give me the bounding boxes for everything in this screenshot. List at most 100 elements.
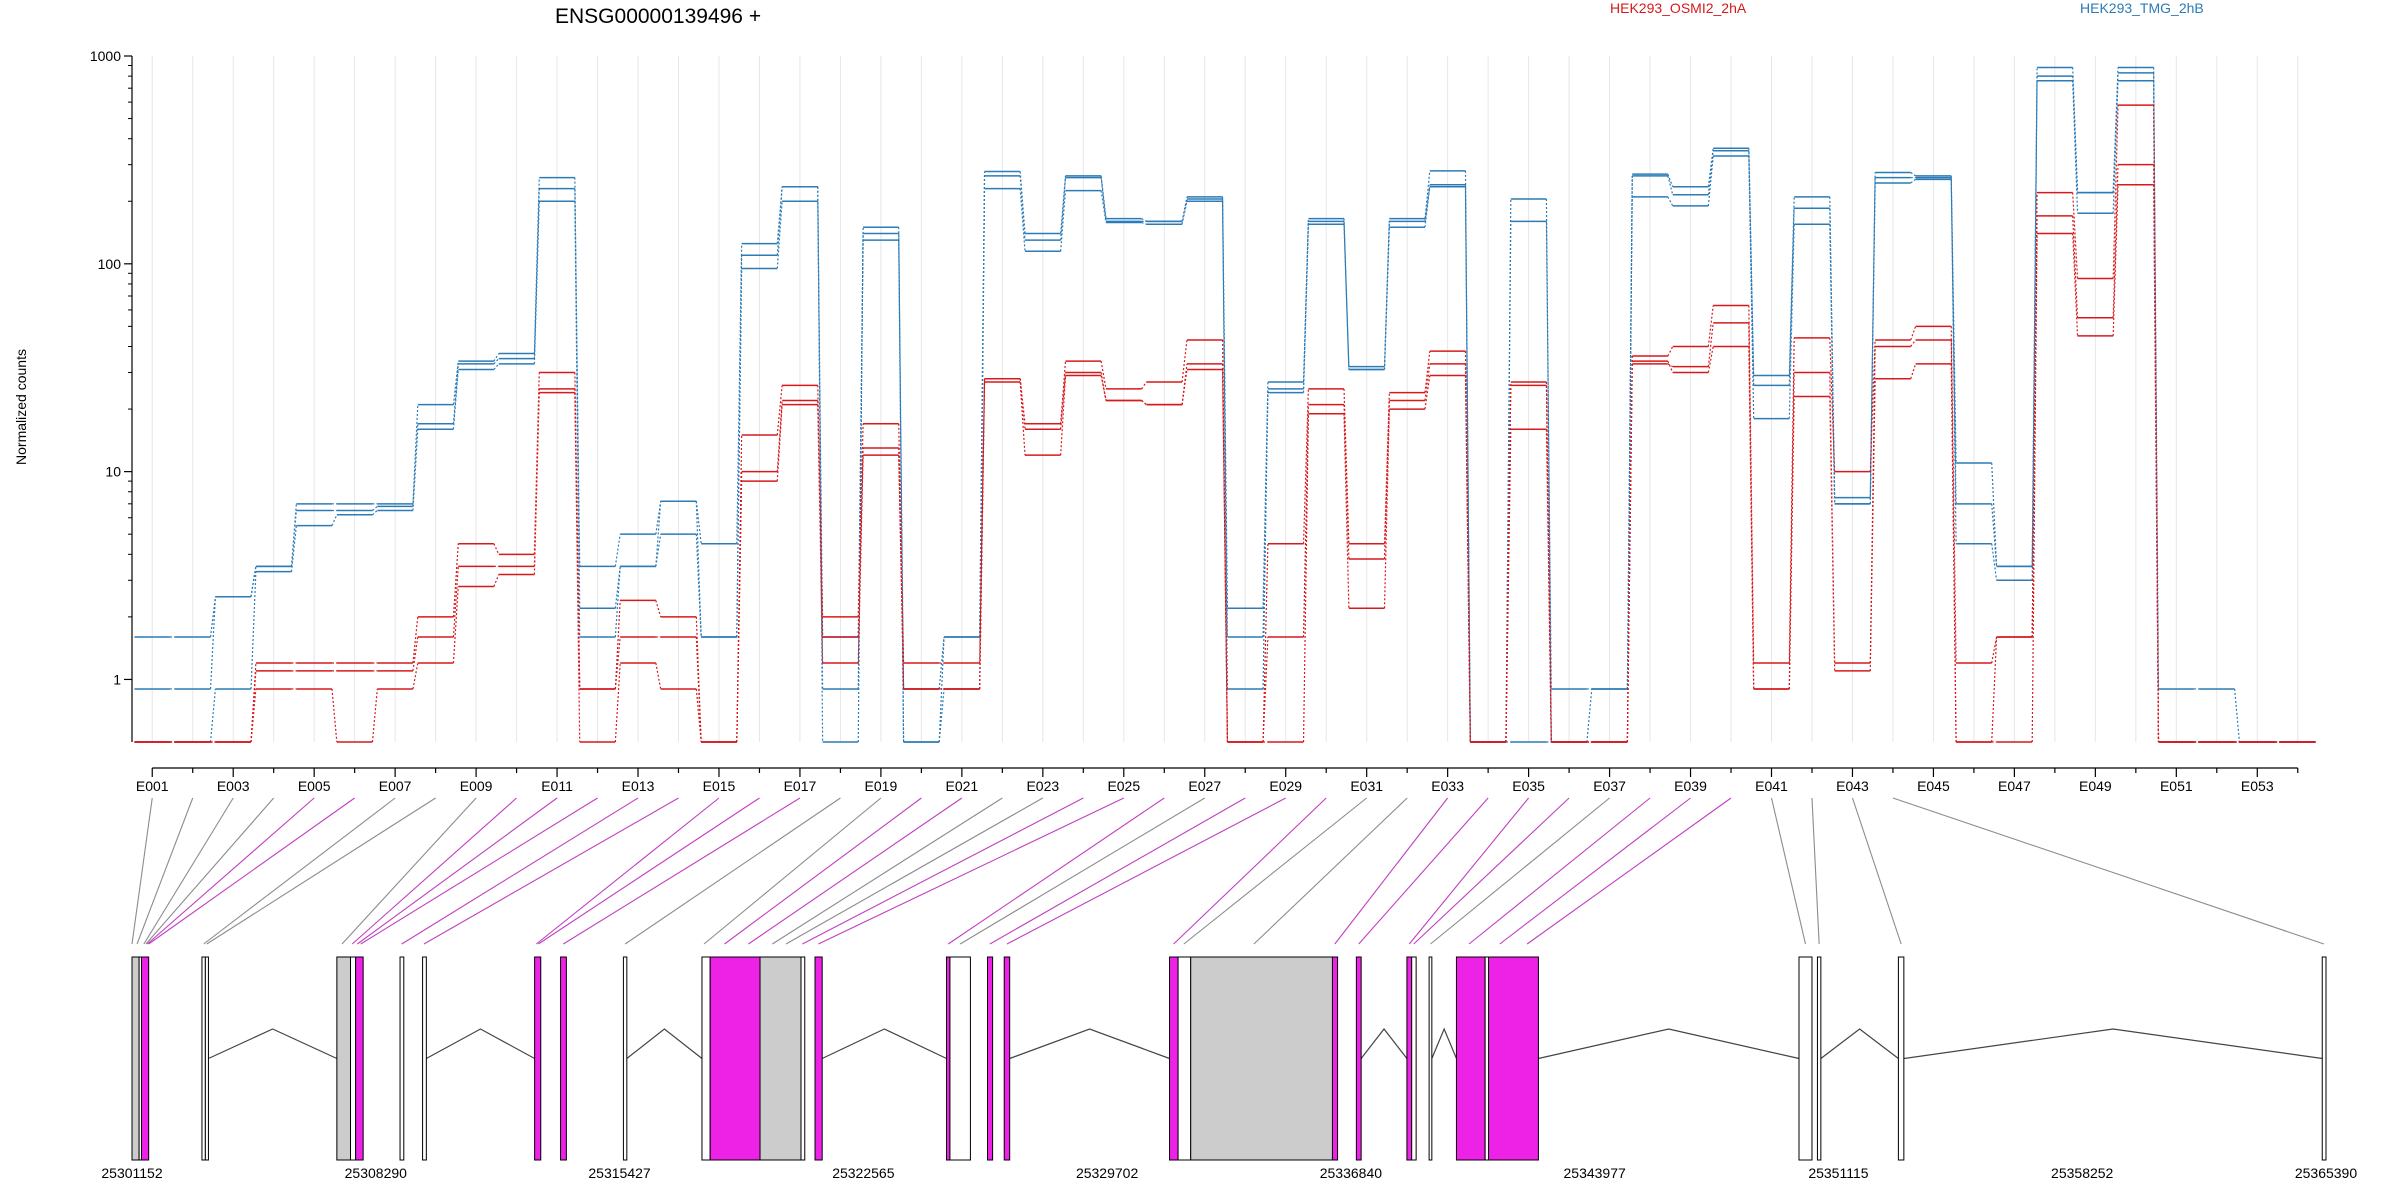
exon-mapping-line [1413,797,1570,945]
exon-mapping-lines [131,797,2325,945]
series-connector [2153,184,2160,743]
series-connector [1383,218,1390,367]
series-connector [614,566,621,609]
exon-mapping-line [1183,797,1368,945]
exon-block [1798,956,1813,1161]
series-tmg-1 [134,72,2316,743]
exon-mapping-line [357,797,558,945]
exon-mapping-line [203,797,396,945]
exon-block [946,956,951,1161]
exon-block [399,956,405,1161]
intron [626,1028,703,1059]
exon-block [422,956,427,1161]
series-connector [1707,322,1714,367]
series-connector [1141,400,1147,406]
legend-entry-tmg: HEK293_TMG_2hB [2080,0,2204,16]
series-connector [655,534,662,567]
series-connector [2072,76,2079,193]
series-connector [1262,392,1269,638]
series-connector [1343,224,1350,370]
series-connector [1707,150,1714,195]
series-connector [493,363,500,370]
series-connector [331,514,338,526]
series-connector [250,688,257,743]
series-connector [1910,178,1916,184]
exon-tick-label: E043 [1836,778,1869,794]
series-connector [938,636,945,690]
series-connector [898,455,905,689]
series-connector [1829,396,1836,671]
series-connector [412,404,419,504]
exon-mapping-line [1334,797,1449,945]
exon-block [1177,956,1192,1161]
series-connector [2031,233,2038,743]
series-connector [1424,375,1431,410]
series-connector [817,201,824,638]
series-connector [1464,375,1471,743]
exon-mapping-line [1430,797,1610,945]
series-connector [1100,177,1107,222]
y-tick-label: 1 [113,671,121,687]
intron [208,1028,338,1060]
exon-tick-label: E017 [784,778,817,794]
series-connector [1505,429,1512,743]
exon-tick-label: E019 [865,778,898,794]
exon-gridlines [151,56,2299,742]
exon-mapping-line [535,797,720,945]
exon-tick-label: E007 [379,778,412,794]
exon-tick-label: E045 [1917,778,1950,794]
y-tick-label: 100 [98,256,122,272]
exon-block [1428,956,1433,1161]
exon-block [1169,956,1179,1161]
exon-mapping-line [1499,797,1691,945]
exon-tick-label: E031 [1350,778,1383,794]
exon-mapping-line [1173,797,1327,945]
series-connector [736,268,743,638]
coordinate-label: 25329702 [1076,1165,1139,1181]
exon-block [534,956,542,1161]
series-connector [1991,636,1998,664]
exon-block [355,956,364,1161]
exon-mapping-line [724,797,922,945]
coordinate-label: 25315427 [588,1165,651,1181]
exon-mapping-line [772,797,1003,945]
series-connector [776,186,783,256]
series-connector [452,369,459,430]
series-connector [614,566,621,638]
series-connector [1910,172,1916,177]
genomic-coordinate-axis: 25301152 25308290 25315427 25322565 25329702… [101,1165,2357,1181]
series-connector [1950,363,1957,743]
exon-tick-label: E021 [946,778,979,794]
y-tick-label: 10 [105,464,121,480]
series-connector [2031,80,2038,581]
series-connector [614,534,621,567]
series-connector [2112,184,2119,336]
series-connector [1302,413,1309,743]
exon-block [814,956,823,1161]
series-connector [372,510,378,516]
series-connector [452,586,459,664]
series-connector [1060,361,1067,424]
exon-mapping-line [351,797,517,945]
exon-block [1484,956,1490,1161]
series-connector [1626,361,1633,743]
series-connector [655,600,662,618]
series-connector [1262,388,1269,689]
series-tmg-2 [134,80,2316,743]
exon-block [336,956,352,1161]
intron [1538,1028,1800,1060]
series-connector [1181,339,1188,383]
exon-mapping-line [1358,797,1489,945]
series-connector [1221,363,1229,743]
exon-mapping-line [341,797,477,945]
series-connector [1991,503,1998,567]
exon-tick-label: E023 [1026,778,1059,794]
series-connector [1869,378,1876,671]
series-connector [1141,221,1147,225]
exon-mapping-line [145,797,275,945]
exon-mapping-line [1770,797,1807,945]
series-connector [1748,346,1755,689]
series-connector [1707,156,1714,206]
series-connector [1060,177,1067,241]
